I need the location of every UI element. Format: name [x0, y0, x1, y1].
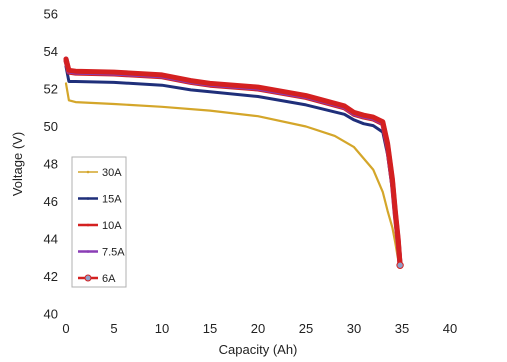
- x-tick-label: 0: [62, 321, 69, 336]
- y-tick-label: 50: [44, 119, 58, 134]
- y-axis-label: Voltage (V): [10, 132, 25, 196]
- legend-label: 6A: [102, 273, 116, 285]
- x-tick-label: 35: [395, 321, 409, 336]
- series-layer: [63, 56, 404, 269]
- legend-label: 15A: [102, 194, 122, 206]
- plot-area: [66, 14, 450, 314]
- legend-label: 30A: [102, 167, 122, 179]
- legend-marker-6A: [84, 274, 92, 282]
- legend-marker-7-5A: [86, 250, 90, 253]
- y-tick-label: 44: [44, 232, 58, 247]
- y-tick-label: 48: [44, 157, 58, 172]
- legend-label: 10A: [102, 220, 122, 232]
- x-axis-label: Capacity (Ah): [219, 342, 298, 357]
- x-tick-label: 40: [443, 321, 457, 336]
- legend-marker-15A: [86, 197, 90, 200]
- y-tick-label: 54: [44, 44, 58, 59]
- y-tick-label: 52: [44, 82, 58, 97]
- y-tick-label: 46: [44, 194, 58, 209]
- x-axis-ticks: 0 5 10 15 20 25 30 35 40: [62, 321, 457, 336]
- y-tick-label: 42: [44, 269, 58, 284]
- x-tick-label: 10: [155, 321, 169, 336]
- x-tick-label: 30: [347, 321, 361, 336]
- series-line-30A: [64, 82, 401, 267]
- legend-label: 7.5A: [102, 247, 125, 259]
- y-axis-ticks: 40 42 44 46 48 50 52 54 56: [44, 7, 58, 322]
- series-marker-6A: [396, 261, 404, 269]
- y-tick-label: 56: [44, 7, 58, 22]
- x-tick-label: 25: [299, 321, 313, 336]
- x-tick-label: 20: [251, 321, 265, 336]
- legend-marker-10A: [86, 223, 90, 227]
- series-line-6A: [63, 56, 403, 268]
- x-tick-label: 15: [203, 321, 217, 336]
- legend-box: [71, 156, 127, 288]
- legend-marker-30A: [86, 170, 90, 174]
- x-tick-label: 5: [110, 321, 117, 336]
- legend: 30A 15A 10A 7.5A 6A: [71, 156, 127, 288]
- y-tick-label: 40: [44, 307, 58, 322]
